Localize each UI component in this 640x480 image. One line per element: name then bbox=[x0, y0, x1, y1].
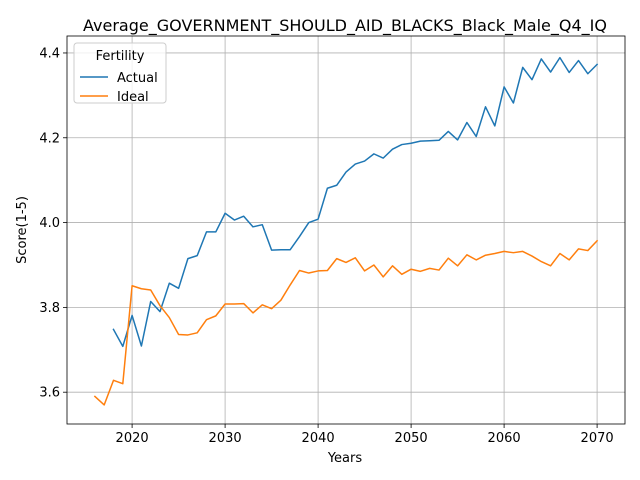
chart-title: Average_GOVERNMENT_SHOULD_AID_BLACKS_Bla… bbox=[83, 16, 607, 36]
y-tick-label: 3.6 bbox=[39, 386, 60, 401]
y-axis: 3.6 3.8 4.0 4.2 4.4 bbox=[39, 46, 67, 401]
x-tick-label: 2050 bbox=[395, 431, 428, 446]
series-line-actual bbox=[112, 56, 599, 348]
x-axis: 2020 2030 2040 2050 2060 2070 bbox=[116, 424, 614, 446]
x-axis-label: Years bbox=[327, 451, 363, 466]
plot-frame bbox=[66, 35, 626, 425]
x-tick-label: 2040 bbox=[302, 431, 335, 446]
x-tick-label: 2030 bbox=[209, 431, 242, 446]
series-layer bbox=[93, 56, 599, 406]
x-tick-label: 2060 bbox=[488, 431, 521, 446]
x-tick-label: 2070 bbox=[581, 431, 614, 446]
legend-label-ideal: Ideal bbox=[117, 90, 149, 105]
x-tick-label: 2020 bbox=[116, 431, 149, 446]
legend-label-actual: Actual bbox=[117, 71, 158, 86]
legend-box bbox=[73, 42, 167, 104]
series-line-ideal bbox=[93, 239, 599, 406]
legend: Fertility Actual Ideal bbox=[73, 42, 167, 105]
y-tick-label: 4.2 bbox=[39, 131, 60, 146]
y-tick-label: 4.4 bbox=[39, 46, 60, 61]
y-tick-label: 3.8 bbox=[39, 301, 60, 316]
legend-title: Fertility bbox=[96, 49, 145, 64]
y-axis-label: Score(1-5) bbox=[15, 196, 30, 264]
y-tick-label: 4.0 bbox=[39, 216, 60, 231]
grid-lines bbox=[67, 36, 625, 424]
